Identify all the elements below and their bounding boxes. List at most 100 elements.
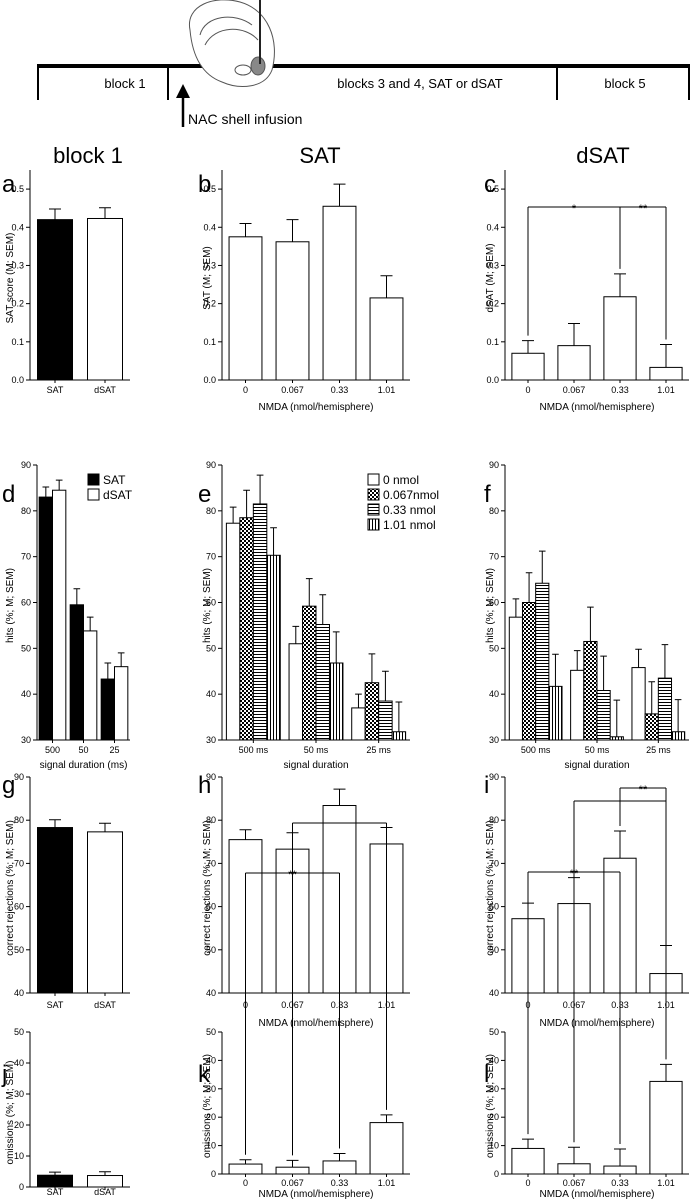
y-axis-label: hits (%; M; SEM): [485, 568, 496, 643]
y-tick-label: 20: [14, 1120, 24, 1130]
error-bar: [333, 1153, 346, 1161]
error-bar: [99, 1171, 111, 1176]
bar: [657, 677, 673, 741]
x-tick-label: SAT: [47, 1187, 64, 1197]
error-bar: [239, 222, 252, 237]
annotation: **: [639, 203, 648, 215]
bar: [631, 667, 646, 741]
bar: [275, 241, 310, 381]
y-axis-label: SAT score (M; SEM): [5, 233, 16, 324]
y-tick-label: 40: [14, 988, 24, 998]
x-tick-label: 0.067: [563, 1178, 586, 1188]
x-tick-label: 0: [243, 385, 248, 395]
error-bar: [380, 275, 393, 298]
significance-bracket: [292, 822, 387, 1156]
legend-swatch: [367, 518, 380, 531]
panel-letter: i: [484, 772, 489, 799]
y-tick-label: 80: [206, 815, 216, 825]
y-tick-label: 40: [489, 1055, 499, 1065]
y-tick-label: 50: [14, 1027, 24, 1037]
y-tick-label: 0: [211, 1169, 216, 1179]
bar: [288, 643, 304, 741]
bar: [328, 662, 344, 741]
y-tick-label: 90: [489, 460, 499, 470]
column-title: dSAT: [576, 143, 629, 168]
legend-label: 1.01 nmol: [383, 518, 436, 532]
error-bar: [613, 699, 621, 737]
legend-swatch: [87, 488, 100, 501]
y-tick-label: 50: [206, 643, 216, 653]
infusion-label: NAC shell infusion: [188, 111, 302, 127]
panel-letter: l: [484, 1061, 489, 1088]
y-tick-label: 0.4: [203, 222, 216, 232]
y-tick-label: 10: [14, 1151, 24, 1161]
y-tick-label: 90: [489, 772, 499, 782]
y-tick-label: 30: [489, 735, 499, 745]
error-bar: [239, 1159, 252, 1165]
y-tick-label: 10: [206, 1141, 216, 1151]
error-bar: [614, 830, 626, 859]
y-tick-label: 0.4: [486, 222, 499, 232]
error-bar: [382, 670, 389, 702]
bar: [603, 1165, 637, 1175]
y-tick-label: 30: [206, 735, 216, 745]
x-tick-label: dSAT: [94, 385, 116, 395]
timeline-label: block 5: [604, 76, 645, 91]
bar: [315, 624, 330, 741]
error-bar: [99, 822, 111, 832]
x-axis-label: NMDA (nmol/hemisphere): [258, 402, 373, 413]
bar: [69, 604, 84, 741]
x-tick-label: 25: [109, 745, 119, 755]
panel-letter: b: [198, 171, 211, 198]
bar: [52, 489, 67, 741]
y-tick-label: 0: [19, 1182, 24, 1192]
error-bar: [243, 489, 250, 518]
error-bar: [239, 829, 252, 840]
x-tick-label: 0: [525, 385, 530, 395]
error-bar: [568, 322, 580, 346]
bar: [322, 205, 357, 381]
y-tick-label: 60: [489, 598, 499, 608]
y-axis-label: dSAT (M; SEM): [485, 243, 496, 312]
x-tick-label: 500 ms: [239, 745, 269, 755]
x-axis-label: signal duration: [283, 760, 348, 771]
y-tick-label: 30: [206, 1084, 216, 1094]
y-tick-label: 0.5: [203, 184, 216, 194]
bar: [511, 352, 545, 381]
x-tick-label: 0.33: [331, 385, 349, 395]
x-tick-label: 0.067: [563, 385, 586, 395]
bar: [225, 522, 241, 741]
error-bar: [49, 819, 61, 828]
error-bar: [73, 588, 81, 605]
bar: [37, 1174, 73, 1188]
error-bar: [380, 1114, 393, 1123]
x-axis-label: NMDA (nmol/hemisphere): [258, 1018, 373, 1029]
y-tick-label: 40: [489, 689, 499, 699]
y-tick-label: 60: [14, 902, 24, 912]
y-tick-label: 70: [206, 552, 216, 562]
y-tick-label: 80: [489, 506, 499, 516]
error-bar: [49, 1171, 61, 1176]
error-bar: [573, 650, 581, 671]
panel-letter: d: [2, 481, 15, 508]
y-tick-label: 90: [21, 460, 31, 470]
y-tick-label: 50: [206, 1027, 216, 1037]
x-tick-label: 0: [525, 1178, 530, 1188]
legend-swatch: [367, 473, 380, 486]
y-tick-label: 0.0: [11, 375, 24, 385]
error-bar: [229, 506, 237, 524]
y-tick-label: 90: [206, 772, 216, 782]
y-tick-label: 40: [21, 689, 31, 699]
x-tick-label: 0.33: [611, 1178, 629, 1188]
x-axis-label: signal duration (ms): [40, 760, 128, 771]
error-bar: [104, 662, 112, 680]
error-bar: [614, 273, 626, 297]
y-tick-label: 0.5: [11, 184, 24, 194]
error-bar: [42, 486, 50, 498]
error-bar: [395, 701, 403, 732]
bar: [649, 366, 683, 381]
bar: [603, 296, 637, 381]
legend-label: 0 nmol: [383, 473, 419, 487]
x-tick-label: 1.01: [657, 385, 675, 395]
bar: [114, 666, 129, 741]
